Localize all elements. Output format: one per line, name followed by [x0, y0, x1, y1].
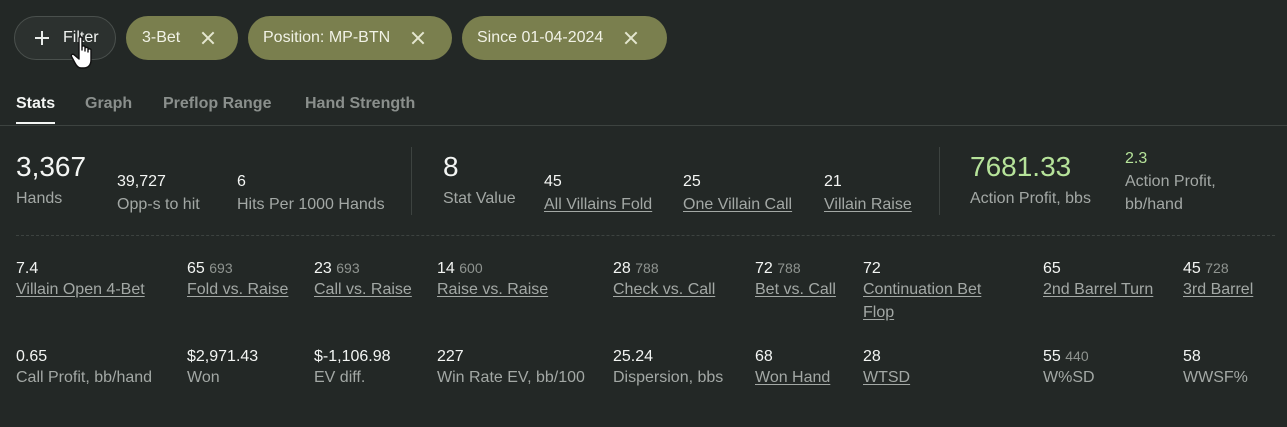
stat-cell: 55 440 W%SD	[1043, 348, 1095, 386]
filter-chip-label: 3-Bet	[142, 29, 181, 46]
stat-link[interactable]: 2nd Barrel Turn	[1043, 281, 1154, 298]
tab-divider	[0, 125, 1287, 126]
villain-raise-link[interactable]: Villain Raise	[824, 196, 912, 213]
stat-cell: 25.24 Dispersion, bbs	[613, 348, 724, 386]
stat-cell: 0.65 Call Profit, bb/hand	[16, 348, 153, 386]
stat-cell: 7.4 Villain Open 4-Bet	[16, 260, 145, 301]
close-icon[interactable]	[200, 30, 216, 46]
stat-cell: 65 693 Fold vs. Raise	[187, 260, 288, 301]
action-profit-hand-label-1: Action Profit,	[1125, 173, 1216, 190]
filter-chip-since[interactable]: Since 01-04-2024	[462, 16, 667, 60]
summary-divider	[939, 147, 940, 215]
action-profit-hand-value: 2.3	[1125, 150, 1148, 167]
summary-divider	[411, 147, 412, 215]
hits-value: 6	[237, 173, 246, 190]
add-filter-button[interactable]: Filter	[14, 16, 116, 60]
tab-stats[interactable]: Stats	[16, 95, 56, 112]
stat-link[interactable]: Won Hand	[755, 369, 831, 386]
action-profit-bbs-label: Action Profit, bbs	[970, 190, 1091, 207]
stat-link[interactable]: Call vs. Raise	[314, 281, 412, 298]
stat-cell: 68 Won Hand	[755, 348, 830, 389]
villain-raise-value: 21	[824, 173, 842, 190]
all-villains-fold-link[interactable]: All Villains Fold	[544, 196, 653, 213]
stat-link[interactable]: Fold vs. Raise	[187, 281, 289, 298]
stat-value: 8	[443, 151, 459, 182]
stat-cell: 14 600 Raise vs. Raise	[437, 260, 548, 301]
all-villains-fold-value: 45	[544, 173, 562, 190]
tab-graph[interactable]: Graph	[85, 95, 133, 112]
stat-cell: $2,971.43 Won	[187, 348, 259, 386]
filter-chip-3bet[interactable]: 3-Bet	[126, 16, 238, 60]
hand-cursor-icon	[70, 36, 92, 69]
section-divider	[16, 235, 1275, 236]
stat-link[interactable]: Continuation Bet	[863, 281, 982, 298]
opps-label: Opp-s to hit	[117, 196, 200, 213]
active-tab-indicator	[16, 122, 55, 124]
one-villain-call-value: 25	[683, 173, 701, 190]
stat-cell: 72 Continuation Bet Flop	[863, 260, 981, 324]
filter-chip-label: Position: MP-BTN	[263, 29, 391, 46]
filter-chip-label: Since 01-04-2024	[477, 29, 604, 46]
hands-value: 3,367	[16, 151, 87, 182]
hits-label: Hits Per 1000 Hands	[237, 196, 385, 213]
close-icon[interactable]	[623, 30, 639, 46]
filter-chip-position[interactable]: Position: MP-BTN	[248, 16, 452, 60]
hands-label: Hands	[16, 190, 63, 207]
tab-preflop-range[interactable]: Preflop Range	[163, 95, 272, 112]
stat-cell: 45 728 3rd Barrel	[1183, 260, 1253, 301]
tab-hand-strength[interactable]: Hand Strength	[305, 95, 416, 112]
stat-link[interactable]: 3rd Barrel	[1183, 281, 1254, 298]
stat-link[interactable]: Flop	[863, 304, 895, 321]
close-icon[interactable]	[410, 30, 426, 46]
stat-link[interactable]: WTSD	[863, 369, 911, 386]
stat-cell: $-1,106.98 EV diff.	[314, 348, 391, 386]
stat-value-label: Stat Value	[443, 190, 516, 207]
stat-link[interactable]: Raise vs. Raise	[437, 281, 549, 298]
stat-link[interactable]: Bet vs. Call	[755, 281, 836, 298]
stat-link[interactable]: Villain Open 4-Bet	[16, 281, 145, 298]
one-villain-call-link[interactable]: One Villain Call	[683, 196, 793, 213]
action-profit-bbs-value: 7681.33	[970, 151, 1072, 182]
stat-cell: 23 693 Call vs. Raise	[314, 260, 412, 301]
stat-cell: 227 Win Rate EV, bb/100	[437, 348, 585, 386]
action-profit-hand-label-2: bb/hand	[1125, 196, 1183, 213]
stat-cell: 58 WWSF%	[1183, 348, 1248, 386]
stat-cell: 28 WTSD	[863, 348, 910, 389]
plus-icon	[35, 31, 49, 45]
stat-cell: 72 788 Bet vs. Call	[755, 260, 836, 301]
stat-cell: 65 2nd Barrel Turn	[1043, 260, 1153, 301]
stat-link[interactable]: Check vs. Call	[613, 281, 716, 298]
stat-cell: 28 788 Check vs. Call	[613, 260, 715, 301]
opps-value: 39,727	[117, 173, 166, 190]
